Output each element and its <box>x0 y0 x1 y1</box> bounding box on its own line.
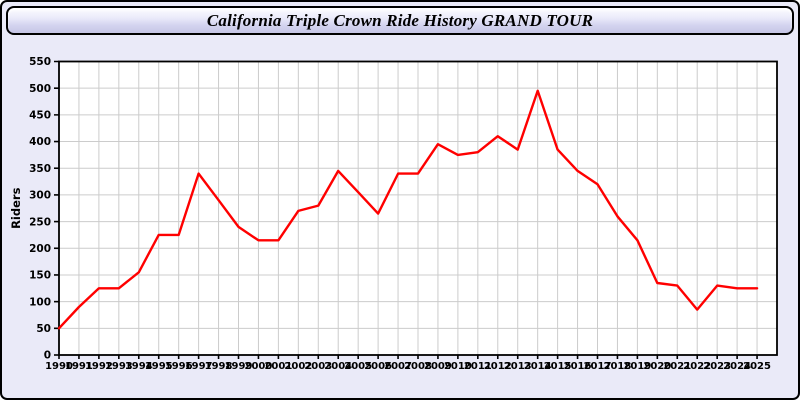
x-tick-label: 2012 <box>484 361 512 372</box>
x-tick-label: 2021 <box>663 361 691 372</box>
y-tick-label: 0 <box>44 350 51 362</box>
y-tick-label: 450 <box>29 110 51 122</box>
x-tick-label: 2001 <box>264 361 292 372</box>
x-tick-label: 2019 <box>623 361 651 372</box>
title-bar: California Triple Crown Ride History GRA… <box>6 6 794 35</box>
x-tick-label: 1991 <box>65 361 93 372</box>
x-tick-label: 2017 <box>584 361 612 372</box>
x-tick-label: 2016 <box>564 361 592 372</box>
y-tick-label: 250 <box>29 216 51 228</box>
y-tick-label: 150 <box>29 270 51 282</box>
x-tick-label: 2014 <box>524 361 552 372</box>
x-tick-label: 2004 <box>324 361 352 372</box>
x-tick-label: 2023 <box>703 361 731 372</box>
x-tick-label: 1990 <box>45 361 73 372</box>
y-tick-label: 350 <box>29 163 51 175</box>
y-tick-label: 550 <box>29 56 51 68</box>
y-tick-label: 50 <box>36 323 51 335</box>
x-tick-label: 2013 <box>504 361 532 372</box>
x-tick-label: 2007 <box>384 361 412 372</box>
x-tick-label: 2018 <box>604 361 632 372</box>
y-tick-label: 500 <box>29 83 51 95</box>
x-tick-label: 1996 <box>165 361 193 372</box>
x-tick-label: 2008 <box>404 361 432 372</box>
x-tick-label: 2022 <box>683 361 711 372</box>
y-tick-label: 400 <box>29 136 51 148</box>
x-tick-label: 2011 <box>464 361 492 372</box>
x-tick-label: 1995 <box>145 361 173 372</box>
x-tick-label: 1994 <box>125 361 153 372</box>
y-tick-label: 300 <box>29 190 51 202</box>
x-tick-label: 1993 <box>105 361 133 372</box>
x-tick-label: 2024 <box>723 361 751 372</box>
x-tick-label: 2025 <box>743 361 771 372</box>
x-tick-label: 1998 <box>205 361 233 372</box>
data-line-riders <box>57 89 759 330</box>
x-tick-label: 2020 <box>643 361 671 372</box>
x-tick-label: 2010 <box>444 361 472 372</box>
x-tick-label: 2006 <box>364 361 392 372</box>
y-axis-title: Riders <box>9 187 23 229</box>
x-tick-label: 1997 <box>185 361 213 372</box>
page-title: California Triple Crown Ride History GRA… <box>206 10 594 30</box>
x-tick-label: 2015 <box>544 361 572 372</box>
y-tick-label: 100 <box>29 296 51 308</box>
x-tick-label: 2003 <box>304 361 332 372</box>
x-tick-label: 1992 <box>85 361 113 372</box>
x-tick-label: 2005 <box>344 361 372 372</box>
x-tick-label: 2002 <box>284 361 312 372</box>
x-tick-label: 2009 <box>424 361 452 372</box>
y-tick-label: 200 <box>29 243 51 255</box>
x-tick-label: 2000 <box>245 361 273 372</box>
x-tick-label: 1999 <box>225 361 253 372</box>
